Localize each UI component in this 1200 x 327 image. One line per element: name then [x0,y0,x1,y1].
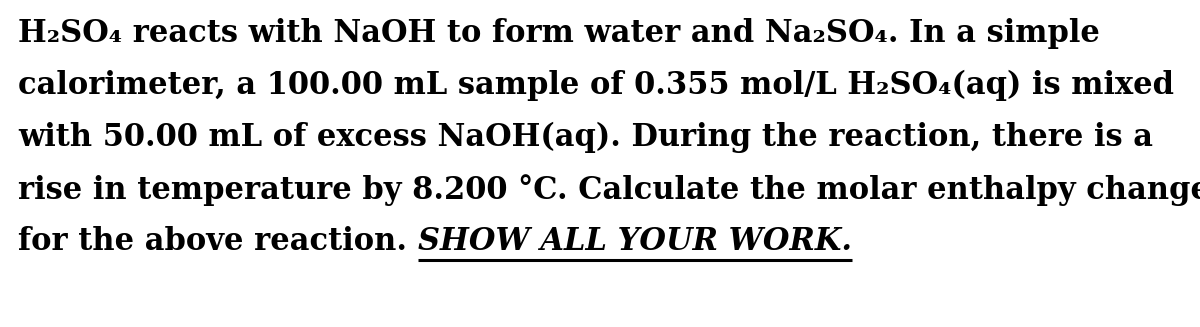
Text: with 50.00 mL of excess NaOH(aq). During the reaction, there is a: with 50.00 mL of excess NaOH(aq). During… [18,122,1153,153]
Text: for the above reaction.: for the above reaction. [18,226,418,257]
Text: calorimeter, a 100.00 mL sample of 0.355 mol/L H₂SO₄(aq) is mixed: calorimeter, a 100.00 mL sample of 0.355… [18,70,1174,101]
Text: rise in temperature by 8.200 °C. Calculate the molar enthalpy change: rise in temperature by 8.200 °C. Calcula… [18,174,1200,206]
Text: H₂SO₄ reacts with NaOH to form water and Na₂SO₄. In a simple: H₂SO₄ reacts with NaOH to form water and… [18,18,1100,49]
Text: SHOW ALL YOUR WORK.: SHOW ALL YOUR WORK. [418,226,852,257]
